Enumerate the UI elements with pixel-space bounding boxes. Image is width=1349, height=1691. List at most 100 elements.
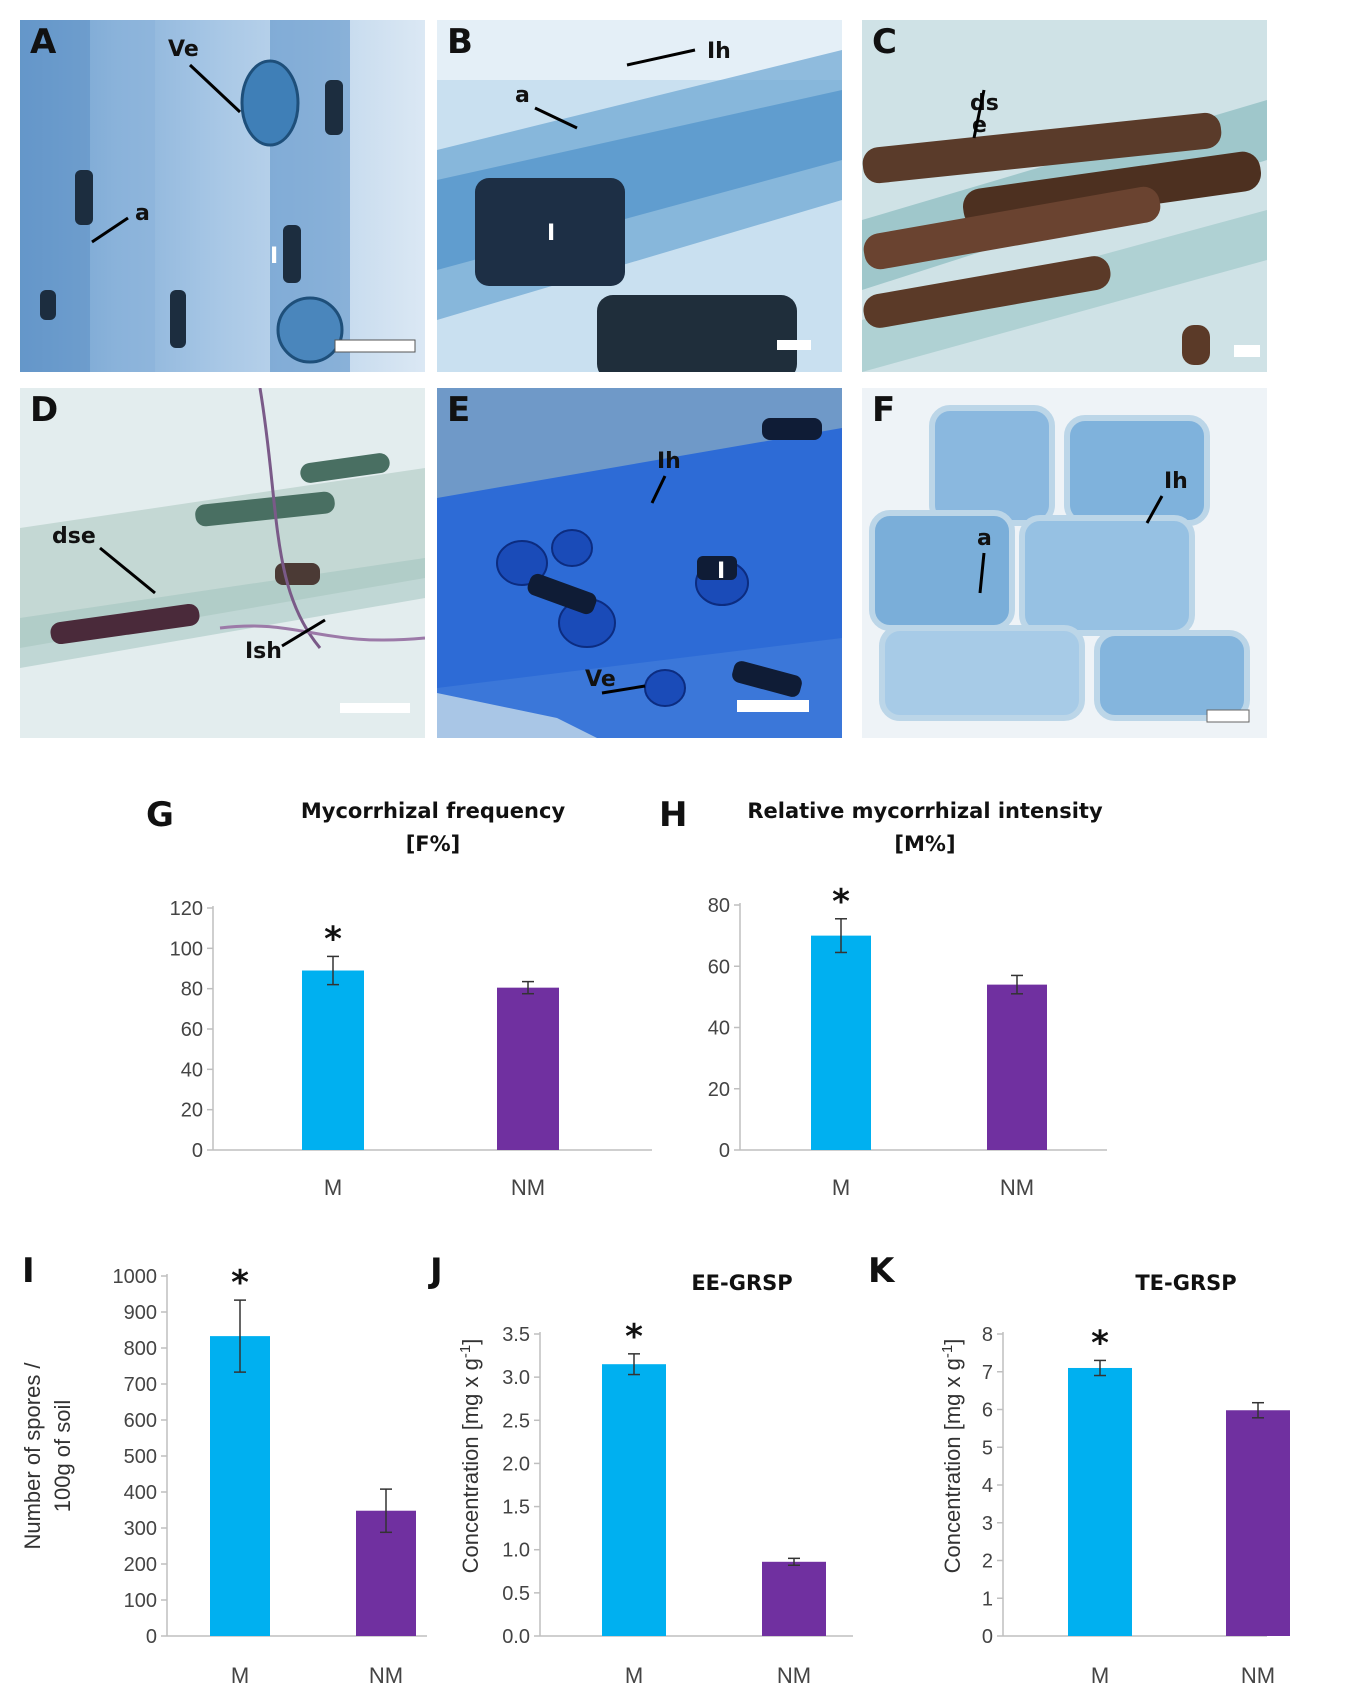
chart-g: G Mycorrhizal frequency [F%] 0 20 40 60 80 100 12…: [146, 795, 652, 1200]
y-tick-label: 4: [982, 1475, 993, 1497]
micrograph-e: Ih I Ve: [437, 388, 842, 738]
y-tick-label: 1.0: [502, 1540, 530, 1562]
y-tick-label: 0: [982, 1626, 993, 1648]
label-ve: Ve: [585, 667, 616, 692]
y-tick-label: 40: [181, 1059, 203, 1081]
label-i: I: [270, 244, 278, 269]
chart-letter: I: [22, 1251, 35, 1291]
micrograph-d-image: dse Ish: [20, 388, 425, 738]
chart-letter: K: [868, 1251, 896, 1291]
chart-letter: G: [146, 795, 174, 835]
y-tick-label: 0.5: [502, 1583, 530, 1605]
x-category-label: M: [625, 1663, 643, 1688]
y-tick-label: 600: [124, 1410, 157, 1432]
chart-title: EE-GRSP: [691, 1271, 792, 1295]
panel-letter-f: F: [872, 390, 896, 430]
micrograph-b-image: Ih a I: [437, 20, 842, 372]
y-tick-label: 0.0: [502, 1626, 530, 1648]
y-tick-label: 2: [982, 1551, 993, 1573]
y-tick-label: 60: [181, 1019, 203, 1041]
x-category-label: NM: [1241, 1663, 1275, 1688]
y-tick-label: 0: [146, 1626, 157, 1648]
significance-marker: *: [231, 1263, 249, 1303]
bar-nm: [356, 1510, 416, 1636]
y-tick-label: 3.0: [502, 1367, 530, 1389]
y-tick-label: 800: [124, 1338, 157, 1360]
y-tick-label: 1: [982, 1588, 993, 1610]
bar-m: [210, 1336, 270, 1636]
micrograph-d: dse Ish: [20, 388, 425, 738]
bar-m: [602, 1364, 666, 1636]
label-ve: Ve: [168, 37, 199, 62]
label-dse: dse: [52, 524, 96, 549]
x-category-label: NM: [1000, 1175, 1034, 1200]
label-a: a: [135, 201, 150, 226]
y-tick-label: 300: [124, 1518, 157, 1540]
chart-k: K TE-GRSP Concentration [mg x g-1] 0 1 2 3 4 5 6 7…: [868, 1251, 1290, 1688]
label-i: I: [547, 221, 555, 246]
chart-j: J EE-GRSP Concentration [mg x g-1] 0.0 0.5 1.…: [428, 1251, 853, 1688]
chart-title: TE-GRSP: [1135, 1271, 1236, 1295]
bar-m: [1068, 1367, 1132, 1636]
y-tick-label: 40: [708, 1018, 730, 1040]
y-tick-label: 6: [982, 1400, 993, 1422]
chart-letter: H: [659, 795, 687, 835]
chart-title: Mycorrhizal frequency: [301, 799, 566, 823]
y-axis-label: Number of spores /100g of soil: [20, 1362, 75, 1550]
y-tick-label: 2.5: [502, 1410, 530, 1432]
y-tick-label: 80: [181, 979, 203, 1001]
micrograph-b: Ih a I: [437, 20, 842, 372]
x-category-label: M: [832, 1175, 850, 1200]
label-ih: Ih: [1164, 469, 1188, 494]
micrograph-a-image: Ve a I: [20, 20, 425, 372]
y-tick-label: 80: [708, 895, 730, 917]
label-ih: Ih: [707, 39, 731, 64]
y-tick-label: 0: [192, 1140, 203, 1162]
label-a: a: [977, 526, 992, 551]
y-tick-label: 100: [124, 1590, 157, 1612]
panel-letter-a: A: [30, 22, 57, 62]
y-tick-label: 1000: [113, 1266, 158, 1288]
micrograph-a: Ve a I: [20, 20, 425, 372]
y-tick-label: 400: [124, 1482, 157, 1504]
y-tick-label: 20: [708, 1079, 730, 1101]
y-tick-label: 2.0: [502, 1453, 530, 1475]
y-tick-label: 20: [181, 1100, 203, 1122]
y-tick-label: 0: [719, 1140, 730, 1162]
significance-marker: *: [832, 882, 850, 922]
micrograph-c-image: ds e: [862, 20, 1267, 372]
bar-m: [302, 970, 364, 1150]
chart-i: I Number of spores /100g of soil 0 100 200 30…: [20, 1251, 427, 1688]
panel-letter-e: E: [447, 390, 471, 430]
y-axis-label: Concentration [mg x g-1]: [457, 1339, 484, 1574]
y-tick-label: 3.5: [502, 1324, 530, 1346]
x-category-label: NM: [511, 1175, 545, 1200]
x-category-label: NM: [369, 1663, 403, 1688]
x-category-label: M: [324, 1175, 342, 1200]
y-tick-label: 5: [982, 1437, 993, 1459]
bar-nm: [1226, 1410, 1290, 1636]
x-category-label: NM: [777, 1663, 811, 1688]
bar-nm: [497, 987, 559, 1150]
chart-letter: J: [428, 1251, 443, 1291]
y-tick-label: 120: [170, 898, 203, 920]
micrograph-c: ds e: [862, 20, 1267, 372]
label-ih: Ih: [657, 449, 681, 474]
chart-subtitle: [M%]: [894, 832, 955, 856]
significance-marker: *: [1091, 1323, 1109, 1363]
label-a: a: [515, 83, 530, 108]
micrograph-f-image: Ih a: [862, 388, 1267, 738]
y-tick-label: 900: [124, 1302, 157, 1324]
panel-letter-b: B: [447, 22, 473, 62]
micrograph-f: Ih a: [862, 388, 1267, 738]
chart-title: Relative mycorrhizal intensity: [747, 799, 1103, 823]
bar-nm: [987, 984, 1047, 1150]
chart-h: H Relative mycorrhizal intensity [M%] 0 20 40…: [659, 795, 1107, 1200]
x-category-label: M: [231, 1663, 249, 1688]
y-tick-label: 200: [124, 1554, 157, 1576]
y-tick-label: 100: [170, 938, 203, 960]
label-ish: Ish: [245, 639, 282, 664]
y-axis-label: Concentration [mg x g-1]: [939, 1339, 966, 1574]
label-i: I: [717, 559, 725, 584]
y-tick-label: 8: [982, 1324, 993, 1346]
